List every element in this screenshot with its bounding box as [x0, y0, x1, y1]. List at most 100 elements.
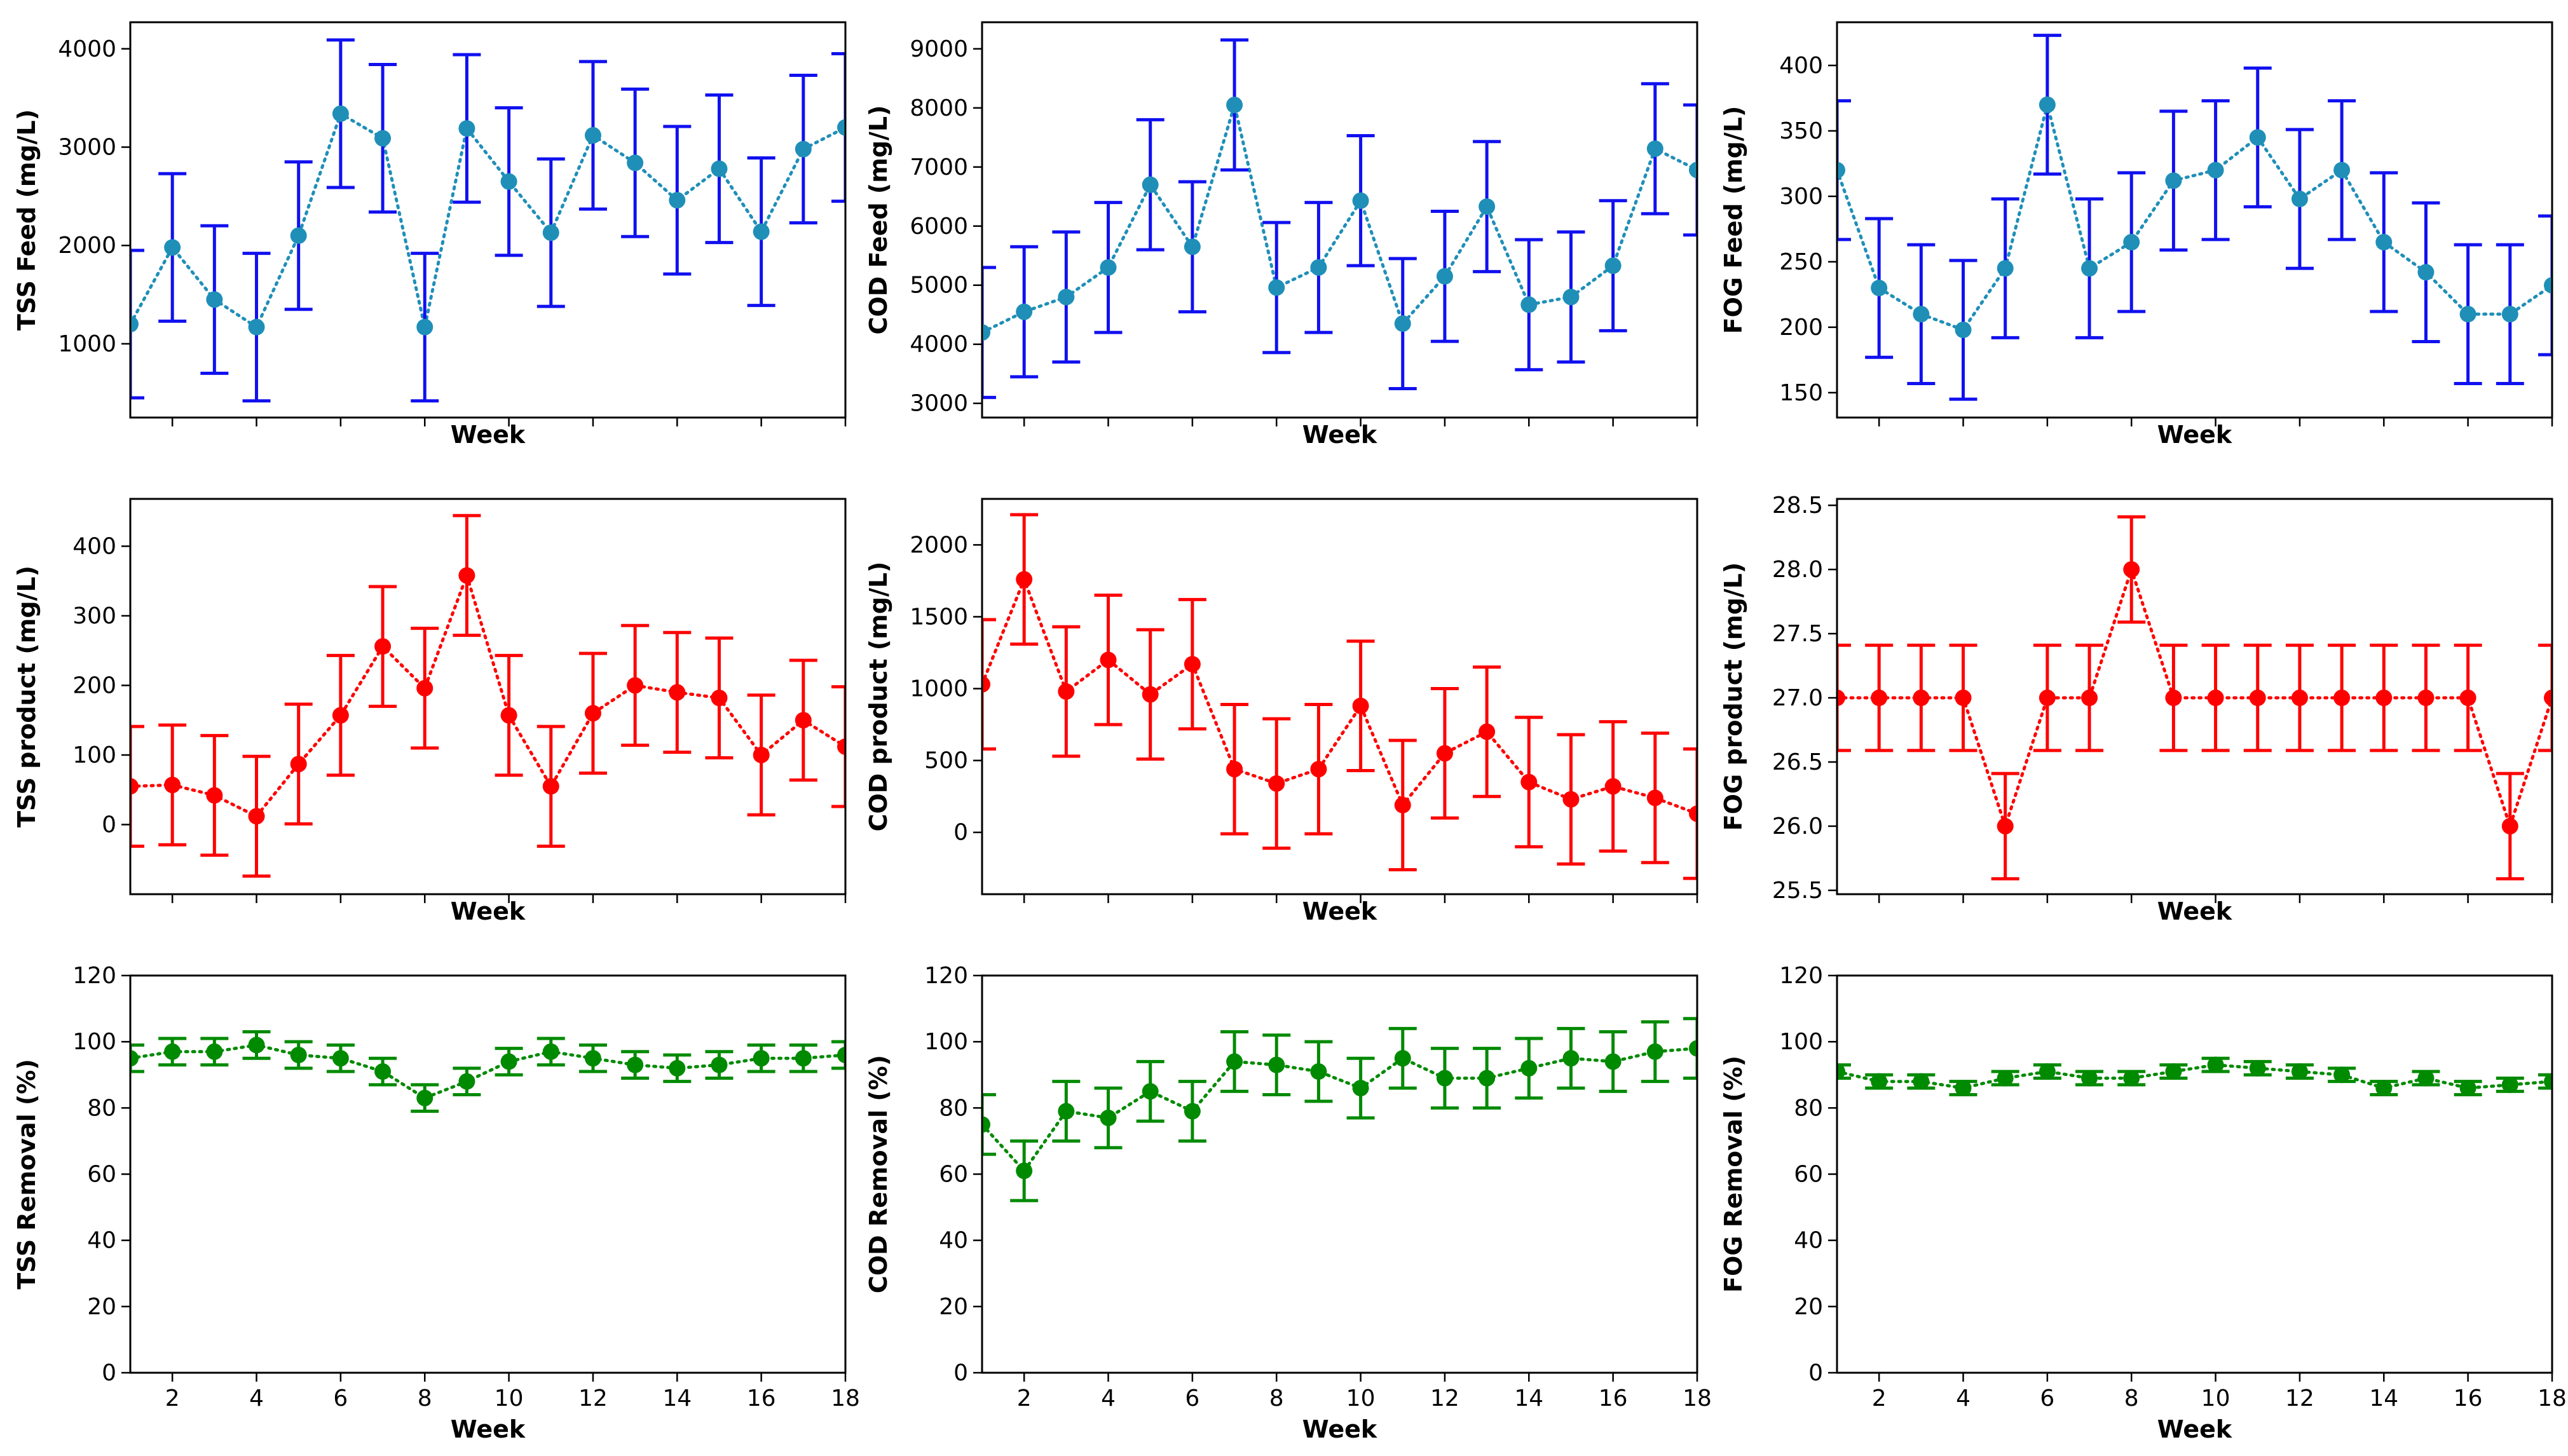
x-tick-label: 4 [1956, 1385, 1970, 1412]
x-axis-title: Week [2157, 897, 2232, 925]
data-point [1646, 1043, 1663, 1060]
x-tick-label: 16 [2454, 1385, 2483, 1412]
data-point [627, 1056, 644, 1073]
y-tick-label: 7000 [910, 154, 968, 180]
data-point [1310, 259, 1327, 276]
data-point [2375, 1080, 2393, 1097]
plot-frame [981, 21, 1698, 419]
y-tick-label: 60 [1794, 1162, 1823, 1188]
series-line [1837, 564, 2552, 832]
x-tick-label: 8 [1269, 1385, 1284, 1412]
y-tick-label: 60 [939, 1162, 968, 1188]
data-point [1913, 690, 1930, 707]
data-point [1913, 1073, 1930, 1090]
data-point [2081, 260, 2098, 277]
data-point [1562, 791, 1580, 808]
data-point [1310, 761, 1327, 778]
y-tick-label: 120 [1779, 963, 1823, 989]
data-point [1268, 775, 1285, 792]
data-point [1184, 1103, 1201, 1120]
x-axis-title: Week [1302, 897, 1377, 925]
data-point [248, 318, 265, 336]
y-tick-label: 250 [1779, 249, 1823, 275]
y-tick-label: 40 [87, 1228, 116, 1254]
y-axis-title: COD product (mg/L) [864, 562, 892, 832]
y-tick-label: 5000 [910, 273, 968, 299]
error-bar [1837, 1063, 1851, 1080]
data-point [248, 808, 265, 825]
data-point [1479, 198, 1496, 215]
data-point [2333, 690, 2351, 707]
data-point [753, 1050, 770, 1067]
data-point [1100, 1109, 1117, 1126]
y-axis-title: COD Removal (%) [864, 1055, 892, 1293]
y-tick-label: 100 [1779, 1029, 1823, 1055]
data-point [1955, 690, 1972, 707]
data-point [1689, 161, 1697, 179]
data-point [1562, 1050, 1580, 1067]
y-tick-label: 100 [72, 1029, 116, 1055]
data-point [1226, 761, 1243, 778]
data-point [1997, 260, 2014, 277]
data-point [1436, 745, 1453, 762]
data-point [2501, 1076, 2518, 1093]
data-point [2081, 690, 2098, 707]
data-point [206, 1043, 223, 1060]
cod-removal-series [982, 1017, 1697, 1202]
data-point [2291, 690, 2308, 707]
error-bar [2538, 643, 2552, 752]
x-tick-label: 14 [2369, 1385, 2398, 1412]
data-point [2375, 234, 2393, 251]
series-line [130, 111, 845, 330]
y-tick-label: 60 [87, 1162, 116, 1188]
data-point [332, 707, 349, 724]
error-bar [982, 618, 996, 751]
y-tick-label: 20 [939, 1294, 968, 1320]
y-tick-label: 1000 [58, 331, 116, 357]
y-tick-label: 27.0 [1772, 685, 1823, 711]
data-point [1184, 656, 1201, 673]
data-point [2459, 690, 2476, 707]
data-point [2249, 1059, 2266, 1077]
x-tick-label: 14 [662, 1385, 692, 1412]
data-point [1184, 238, 1201, 255]
data-point [500, 173, 517, 190]
x-tick-label: 6 [333, 1385, 348, 1412]
data-point [1058, 683, 1075, 700]
data-point [500, 1053, 517, 1070]
error-bar [130, 248, 144, 400]
data-point [2291, 1063, 2308, 1080]
data-point [458, 567, 475, 584]
data-point [837, 738, 845, 755]
y-tick-label: 100 [924, 1029, 968, 1055]
y-tick-label: 0 [102, 1360, 116, 1386]
data-point [1268, 279, 1285, 296]
error-bar [1683, 747, 1697, 880]
data-point [837, 1047, 845, 1063]
error-bar [831, 52, 845, 203]
x-tick-label: 10 [1346, 1385, 1376, 1412]
data-point [290, 1047, 307, 1063]
data-point [1520, 773, 1538, 791]
data-point [1689, 805, 1697, 822]
data-point [1604, 1053, 1622, 1070]
y-tick-label: 1000 [910, 676, 968, 702]
fog-feed-panel: 150 200 250 300 350 400 Week FOG Feed (mg/L) [1719, 21, 2553, 449]
x-tick-label: 16 [747, 1385, 776, 1412]
data-point [795, 140, 812, 158]
y-tick-label: 28.0 [1772, 557, 1823, 583]
data-point [669, 684, 686, 701]
data-point [2459, 1080, 2476, 1097]
data-point [416, 679, 434, 697]
fog-removal-series [1837, 1056, 2552, 1097]
series-line [982, 575, 1697, 815]
error-bar [1683, 103, 1697, 237]
fog-removal-panel: 0 20 40 60 80 100 120 2 4 6 8 10 12 14 16 18 Week FOG Rem… [1719, 963, 2567, 1443]
data-point [290, 227, 307, 244]
data-point [2081, 1070, 2098, 1087]
data-point [164, 777, 181, 794]
data-point [1436, 268, 1453, 285]
y-tick-label: 400 [1779, 53, 1823, 79]
data-point [1689, 1040, 1697, 1057]
y-tick-label: 9000 [910, 36, 968, 62]
